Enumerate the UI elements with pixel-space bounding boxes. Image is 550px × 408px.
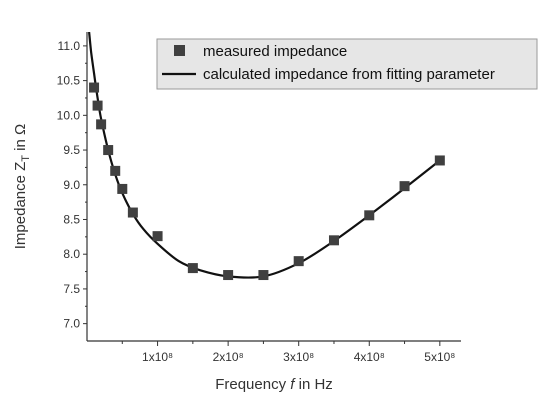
- measured-point: [258, 270, 269, 281]
- y-tick-label: 8.5: [63, 212, 80, 226]
- measured-point: [364, 210, 375, 221]
- measured-point: [399, 181, 410, 192]
- y-tick-label: 9.0: [63, 178, 80, 192]
- y-tick-label: 8.0: [63, 247, 80, 261]
- legend-label-measured: measured impedance: [203, 43, 347, 60]
- measured-point: [89, 82, 100, 93]
- measured-point: [328, 235, 339, 246]
- x-tick-label: 4x10⁸: [354, 350, 385, 364]
- x-tick-label: 2x10⁸: [213, 350, 244, 364]
- x-tick-label: 5x10⁸: [424, 350, 455, 364]
- x-tick-label: 3x10⁸: [283, 350, 314, 364]
- y-axis-title: Impedance ZT in Ω: [12, 124, 32, 250]
- y-tick-label: 10.0: [57, 108, 81, 122]
- x-tick-label: 1x10⁸: [142, 350, 173, 364]
- measured-point: [127, 207, 138, 218]
- measured-point: [434, 155, 445, 166]
- measured-point: [293, 256, 304, 267]
- y-tick-label: 11.0: [58, 39, 81, 53]
- measured-point: [92, 100, 103, 111]
- y-tick-label: 10.5: [57, 74, 81, 88]
- measured-point: [187, 263, 198, 274]
- legend-label-fit: calculated impedance from fitting parame…: [203, 66, 495, 83]
- measured-point: [117, 183, 128, 194]
- measured-point: [223, 270, 234, 281]
- legend-box: [156, 38, 538, 90]
- legend-marker-measured: [174, 45, 185, 56]
- y-tick-label: 7.0: [63, 317, 80, 331]
- measured-point: [103, 145, 114, 156]
- y-tick-label: 7.5: [63, 282, 80, 296]
- measured-point: [110, 165, 121, 176]
- measured-point: [96, 119, 107, 130]
- measured-point: [152, 231, 163, 242]
- y-tick-label: 9.5: [63, 143, 80, 157]
- x-axis-title: Frequency f in Hz: [215, 376, 333, 393]
